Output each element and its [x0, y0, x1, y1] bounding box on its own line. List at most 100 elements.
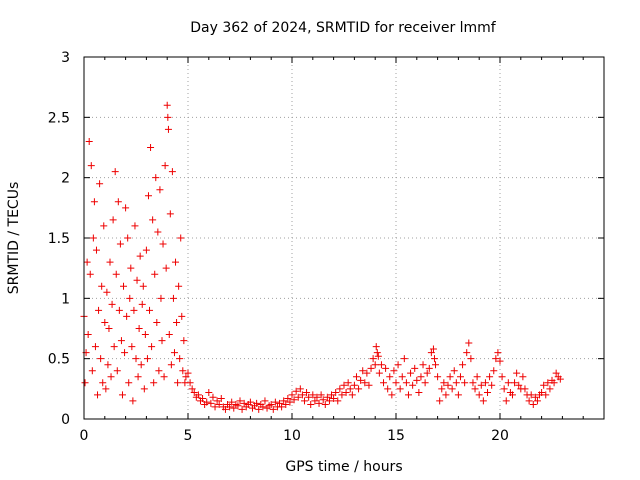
data-point [473, 373, 481, 381]
data-point [106, 258, 114, 266]
data-point [96, 180, 104, 188]
data-point [162, 264, 170, 272]
data-point [494, 349, 502, 357]
data-point [280, 397, 288, 405]
data-point [164, 125, 172, 133]
data-point [492, 355, 500, 363]
data-point [377, 361, 385, 369]
data-point [486, 373, 494, 381]
data-point [481, 379, 489, 387]
data-point [303, 388, 311, 396]
data-point [101, 318, 109, 326]
data-point [160, 373, 168, 381]
data-point [175, 282, 183, 290]
data-point [402, 379, 410, 387]
x-tick-label: 15 [387, 428, 405, 444]
data-point [87, 162, 95, 170]
data-point [355, 385, 363, 393]
data-point [166, 210, 174, 218]
data-point [121, 349, 129, 357]
data-point [176, 355, 184, 363]
data-point [179, 367, 187, 375]
data-point [177, 234, 185, 242]
data-point [305, 393, 313, 401]
data-point [359, 367, 367, 375]
data-point [392, 379, 400, 387]
data-point [533, 397, 541, 405]
data-point [141, 331, 149, 339]
data-point [139, 282, 147, 290]
data-point [390, 367, 398, 375]
data-point [336, 385, 344, 393]
data-point [427, 349, 435, 357]
data-point [158, 337, 166, 345]
data-point [120, 282, 128, 290]
data-point [342, 388, 350, 396]
data-point [350, 381, 358, 389]
data-point [452, 379, 460, 387]
data-point [411, 364, 419, 372]
data-point [500, 385, 508, 393]
data-point [338, 391, 346, 399]
data-point [490, 367, 498, 375]
data-point [375, 369, 383, 377]
data-point [463, 349, 471, 357]
data-point [498, 373, 506, 381]
data-point [107, 373, 115, 381]
data-point [419, 361, 427, 369]
data-point [105, 325, 113, 332]
data-point [394, 361, 402, 369]
data-point [100, 222, 108, 230]
data-point [456, 373, 464, 381]
data-point [115, 306, 123, 314]
data-point [259, 403, 267, 411]
data-point [149, 216, 157, 224]
data-point [529, 401, 537, 409]
data-point [502, 397, 510, 405]
data-point [434, 373, 442, 381]
data-point [116, 240, 124, 248]
data-point [178, 312, 186, 320]
data-point [226, 403, 234, 411]
y-tick-label: 2.5 [48, 110, 70, 126]
data-point [413, 376, 421, 384]
x-tick-label: 10 [283, 428, 301, 444]
data-point [169, 294, 177, 302]
data-point [143, 355, 151, 363]
data-point [151, 270, 159, 278]
data-point [174, 379, 182, 387]
data-point [209, 393, 217, 401]
data-point [286, 398, 294, 406]
data-point [92, 246, 100, 254]
data-point [167, 361, 175, 369]
data-point [246, 398, 254, 406]
chart-title: Day 362 of 2024, SRMTID for receiver lmm… [190, 20, 497, 36]
data-point [127, 264, 135, 272]
data-point [508, 391, 516, 399]
data-point [348, 391, 356, 399]
data-point [404, 391, 412, 399]
data-point [352, 373, 360, 381]
data-point [104, 361, 112, 369]
data-point [454, 391, 462, 399]
data-point [396, 385, 404, 393]
data-point [311, 397, 319, 405]
data-point [125, 379, 133, 387]
data-point [240, 399, 248, 407]
data-point [294, 393, 302, 401]
data-point [103, 288, 111, 296]
data-points [80, 101, 564, 413]
data-point [382, 364, 390, 372]
y-axis-label: SRMTID / TECUs [6, 182, 22, 295]
data-point [519, 373, 527, 381]
data-point [130, 306, 138, 314]
data-point [361, 379, 369, 387]
data-point [380, 379, 388, 387]
x-axis-label: GPS time / hours [285, 459, 402, 475]
data-point [372, 343, 380, 351]
data-point [332, 388, 340, 396]
y-tick-label: 0.5 [48, 352, 70, 368]
data-point [123, 312, 131, 320]
data-point [430, 355, 438, 363]
